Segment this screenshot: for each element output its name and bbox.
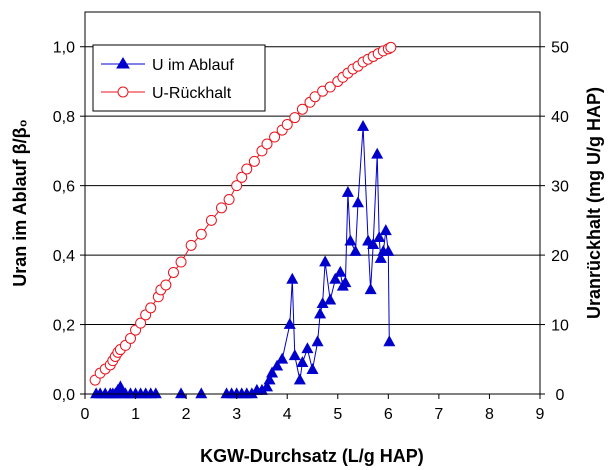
data-point-u-r-ckhalt [296, 103, 308, 115]
data-point-u-im-ablauf [311, 335, 324, 347]
data-point-u-r-ckhalt [324, 81, 336, 93]
data-point-u-im-ablauf [373, 231, 386, 243]
data-point-u-r-ckhalt [195, 228, 207, 240]
y2-tick-label: 10 [551, 318, 569, 335]
data-point-u-im-ablauf [324, 293, 337, 305]
data-point-u-r-ckhalt [309, 91, 321, 103]
data-point-u-im-ablauf [319, 255, 332, 267]
data-point-u-im-ablauf [283, 317, 296, 329]
data-point-u-r-ckhalt [135, 317, 147, 329]
y2-tick-label: 40 [551, 109, 569, 126]
plot-frame [84, 11, 541, 395]
data-point-u-im-ablauf [195, 387, 208, 399]
data-point-u-r-ckhalt [261, 138, 273, 150]
data-point-u-im-ablauf [149, 387, 162, 399]
y2-tick-label: 30 [551, 179, 569, 196]
x-tick-label: 4 [283, 406, 292, 423]
data-point-u-r-ckhalt [231, 180, 243, 192]
data-point-u-r-ckhalt [125, 332, 136, 344]
y-tick-label: 0,2 [53, 318, 75, 335]
data-point-u-im-ablauf [276, 352, 289, 364]
data-point-u-r-ckhalt [385, 41, 397, 53]
data-point-u-im-ablauf [175, 387, 188, 399]
x-tick-label: 0 [81, 406, 90, 423]
data-point-u-im-ablauf [286, 272, 299, 284]
data-point-u-r-ckhalt [205, 214, 217, 226]
data-point-u-r-ckhalt [281, 119, 293, 131]
data-point-u-r-ckhalt [269, 131, 281, 143]
x-tick-label: 8 [485, 406, 494, 423]
axis-ticks: 0,0 0,2 0,4 0,6 0,8 1,0 0 10 20 30 40 50 0 1 2 3 4 5 6 7 8 9 [53, 40, 569, 423]
data-point-u-im-ablauf [306, 363, 319, 374]
data-point-u-im-ablauf [349, 244, 362, 256]
data-point-u-r-ckhalt [241, 163, 253, 175]
y2-tick-label: 20 [551, 248, 569, 265]
y-tick-label: 0,8 [53, 109, 75, 126]
data-point-u-im-ablauf [334, 265, 347, 277]
data-point-u-r-ckhalt [216, 202, 227, 214]
data-point-u-im-ablauf [379, 224, 392, 236]
y-axis-title: Uran im Ablauf β/β₀ [10, 119, 30, 286]
legend-marker-u-rueckhalt [117, 86, 129, 98]
data-point-u-im-ablauf [263, 373, 276, 385]
data-point-u-r-ckhalt [167, 266, 179, 278]
data-point-u-im-ablauf [114, 380, 127, 392]
data-point-u-im-ablauf [329, 272, 342, 284]
data-point-u-r-ckhalt [160, 279, 172, 291]
x-tick-label: 6 [384, 406, 393, 423]
data-point-u-r-ckhalt [175, 256, 187, 268]
data-point-u-im-ablauf [296, 356, 309, 368]
data-point-u-im-ablauf [260, 380, 274, 392]
data-point-u-im-ablauf [383, 335, 396, 347]
x-axis-title: KGW-Durchsatz (L/g HAP) [200, 446, 424, 466]
x-tick-label: 9 [536, 406, 545, 423]
data-point-u-im-ablauf [339, 276, 352, 288]
data-point-u-r-ckhalt [236, 171, 248, 183]
data-point-u-im-ablauf [344, 234, 357, 246]
data-point-u-im-ablauf [371, 147, 384, 159]
data-point-u-im-ablauf [341, 185, 354, 197]
data-point-u-r-ckhalt [289, 112, 301, 124]
y-tick-label: 1,0 [53, 40, 75, 57]
data-point-u-im-ablauf [382, 244, 395, 256]
legend: U im Ablauf U-Rückhalt [92, 44, 266, 112]
y-tick-label: 0,0 [53, 387, 75, 404]
y-tick-label: 0,4 [53, 248, 75, 265]
y2-tick-label: 50 [551, 40, 569, 57]
x-tick-label: 3 [232, 406, 241, 423]
data-point-u-im-ablauf [364, 283, 377, 295]
data-point-u-im-ablauf [357, 119, 370, 131]
legend-label-u-im-ablauf: U im Ablauf [152, 57, 234, 74]
data-point-u-im-ablauf [367, 238, 380, 249]
x-tick-label: 5 [333, 406, 342, 423]
data-point-u-r-ckhalt [223, 194, 235, 206]
data-point-u-r-ckhalt [248, 155, 260, 167]
data-point-u-im-ablauf [271, 359, 284, 371]
x-tick-label: 1 [131, 406, 140, 423]
data-point-u-r-ckhalt [145, 302, 157, 314]
data-point-u-im-ablauf [314, 307, 327, 319]
y-tick-label: 0,6 [53, 179, 75, 196]
legend-label-u-rueckhalt: U-Rückhalt [152, 85, 232, 102]
data-point-u-im-ablauf [374, 251, 387, 263]
data-point-u-im-ablauf [266, 366, 279, 378]
x-tick-label: 7 [434, 406, 443, 423]
data-point-u-im-ablauf [301, 342, 314, 354]
y2-tick-label: 0 [556, 387, 565, 404]
x-tick-label: 2 [182, 406, 191, 423]
data-point-u-r-ckhalt [185, 239, 197, 251]
legend-box [92, 44, 266, 112]
y2-axis-title: Uranrückhalt (mg U/g HAP) [584, 87, 604, 319]
data-point-u-im-ablauf [351, 196, 365, 208]
legend-marker-u-im-ablauf [116, 57, 130, 69]
data-point-u-im-ablauf [293, 373, 306, 385]
data-point-u-im-ablauf [288, 349, 301, 361]
